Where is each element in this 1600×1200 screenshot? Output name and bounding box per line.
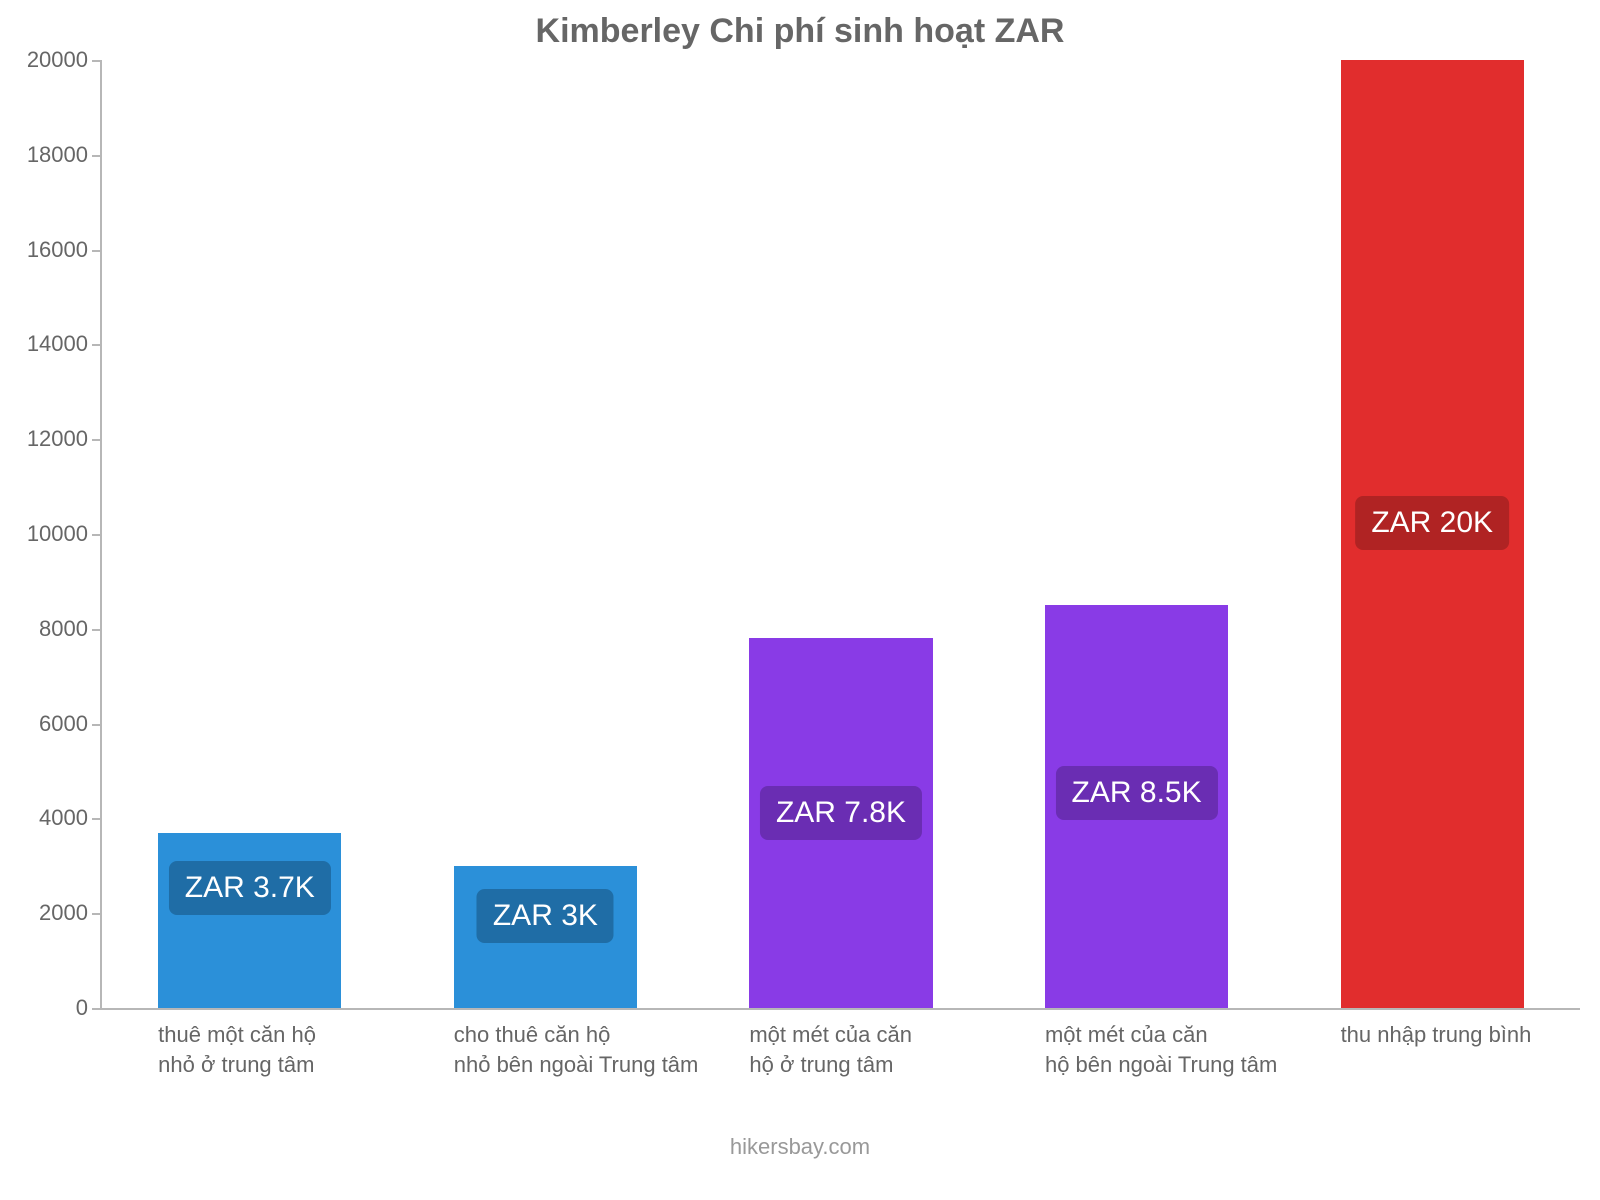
x-axis-label-line: nhỏ bên ngoài Trung tâm [454, 1050, 735, 1080]
bar: ZAR 3K [454, 866, 637, 1008]
footer-attribution: hikersbay.com [0, 1134, 1600, 1160]
y-tick-label: 2000 [39, 900, 102, 926]
x-axis-label-line: hộ bên ngoài Trung tâm [1045, 1050, 1326, 1080]
value-badge: ZAR 8.5K [1056, 766, 1218, 820]
value-badge: ZAR 7.8K [760, 786, 922, 840]
y-tick-label: 0 [76, 995, 102, 1021]
y-tick-label: 12000 [27, 426, 102, 452]
bar: ZAR 7.8K [749, 638, 932, 1008]
y-tick-label: 20000 [27, 47, 102, 73]
y-tick-label: 18000 [27, 142, 102, 168]
bar: ZAR 3.7K [158, 833, 341, 1008]
y-tick-label: 6000 [39, 711, 102, 737]
y-tick-label: 10000 [27, 521, 102, 547]
plot-area: ZAR 3.7KZAR 3KZAR 7.8KZAR 8.5KZAR 20K 02… [100, 60, 1580, 1010]
y-tick-label: 14000 [27, 331, 102, 357]
bars-layer: ZAR 3.7K ZAR 3K ZAR 7.8K ZAR 8.5K ZAR 20K [102, 60, 1580, 1008]
x-axis-label-line: một mét của căn [1045, 1020, 1326, 1050]
x-axis-label-line: nhỏ ở trung tâm [158, 1050, 439, 1080]
x-axis-label-line: cho thuê căn hộ [454, 1020, 735, 1050]
y-tick-label: 16000 [27, 237, 102, 263]
value-badge: ZAR 20K [1355, 496, 1509, 550]
value-badge: ZAR 3.7K [169, 861, 331, 915]
x-axis-label-line: một mét của căn [749, 1020, 1030, 1050]
value-badge: ZAR 3K [477, 889, 614, 943]
bar: ZAR 20K [1341, 60, 1524, 1008]
x-axis-label: thuê một căn hộnhỏ ở trung tâm [158, 1008, 439, 1079]
bar: ZAR 8.5K [1045, 605, 1228, 1008]
x-axis-label-line: hộ ở trung tâm [749, 1050, 1030, 1080]
x-axis-label: cho thuê căn hộnhỏ bên ngoài Trung tâm [454, 1008, 735, 1079]
x-axis-label-line: thu nhập trung bình [1341, 1020, 1600, 1050]
x-axis-label: một mét của cănhộ ở trung tâm [749, 1008, 1030, 1079]
y-tick-label: 8000 [39, 616, 102, 642]
x-axis-label-line: thuê một căn hộ [158, 1020, 439, 1050]
x-axis-label: một mét của cănhộ bên ngoài Trung tâm [1045, 1008, 1326, 1079]
y-tick-label: 4000 [39, 805, 102, 831]
chart-container: Kimberley Chi phí sinh hoạt ZAR ZAR 3.7K… [0, 0, 1600, 1200]
chart-title: Kimberley Chi phí sinh hoạt ZAR [0, 12, 1600, 51]
x-axis-label: thu nhập trung bình [1341, 1008, 1600, 1050]
